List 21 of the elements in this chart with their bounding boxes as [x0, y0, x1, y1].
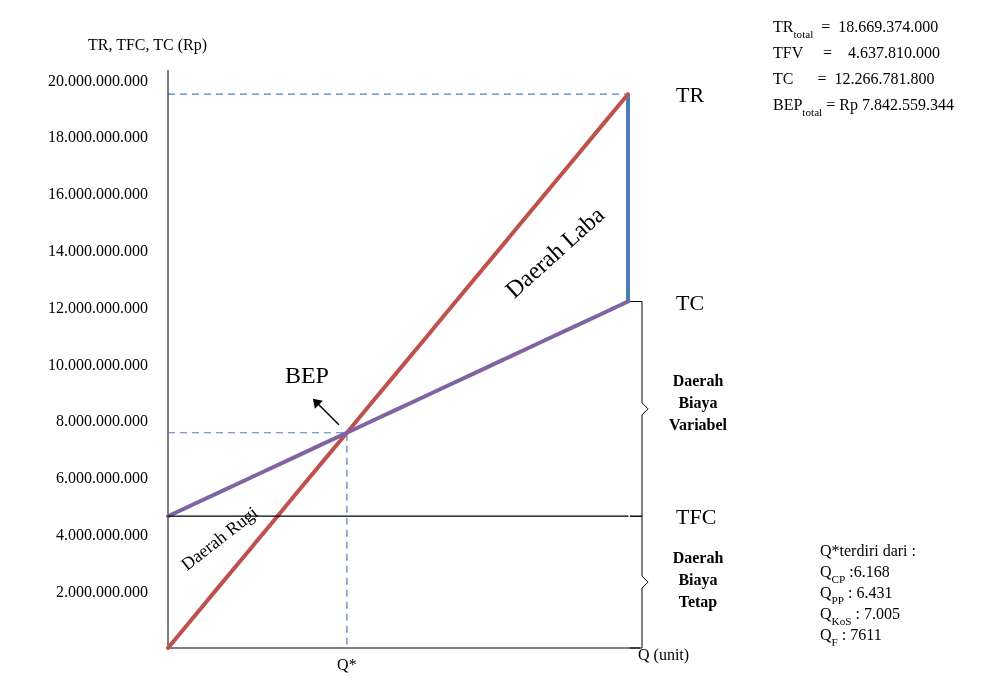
text: TC: [676, 289, 705, 315]
text: TFC: [676, 504, 717, 530]
x-axis-title: Q (unit): [638, 646, 690, 664]
text: TR: [676, 82, 705, 108]
annotation: BEP: [284, 361, 329, 388]
y-tick-label: 8.000.000.000: [56, 412, 148, 430]
y-tick-label: 6.000.000.000: [56, 469, 148, 487]
y-axis-title: TR, TFC, TC (Rp): [88, 36, 207, 54]
x-tick-label: Q*: [337, 656, 357, 673]
y-tick-label: 18.000.000.000: [48, 128, 148, 146]
y-tick-label: 4.000.000.000: [56, 526, 148, 543]
text: Q*terdiri dari : Q$_{CP}$ :6.168 Q$_{PP}$ : 6.431 Q$_{KoS}$ : 7.005 Q$_{F}$ : 7611: [820, 542, 916, 648]
y-tick-label: 16.000.000.000: [48, 185, 148, 203]
text: Daerah Biaya Variabel: [668, 372, 728, 433]
y-tick-label: 12.000.000.000: [48, 298, 148, 316]
y-tick-label: 20.000.000.000: [48, 71, 148, 89]
y-tick-label: 10.000.000.000: [48, 355, 148, 373]
text: Daerah Biaya Tetap: [672, 549, 724, 611]
text: TR$_{total}$ = 18.669.374.000 TFV = 4.637.810.000 TC = 12.266.781.800 BEP$_{total}$ = Rp 7.842.559.344: [773, 18, 954, 118]
y-tick-label: 14.000.000.000: [48, 242, 148, 259]
y-tick-label: 2.000.000.000: [56, 582, 148, 600]
